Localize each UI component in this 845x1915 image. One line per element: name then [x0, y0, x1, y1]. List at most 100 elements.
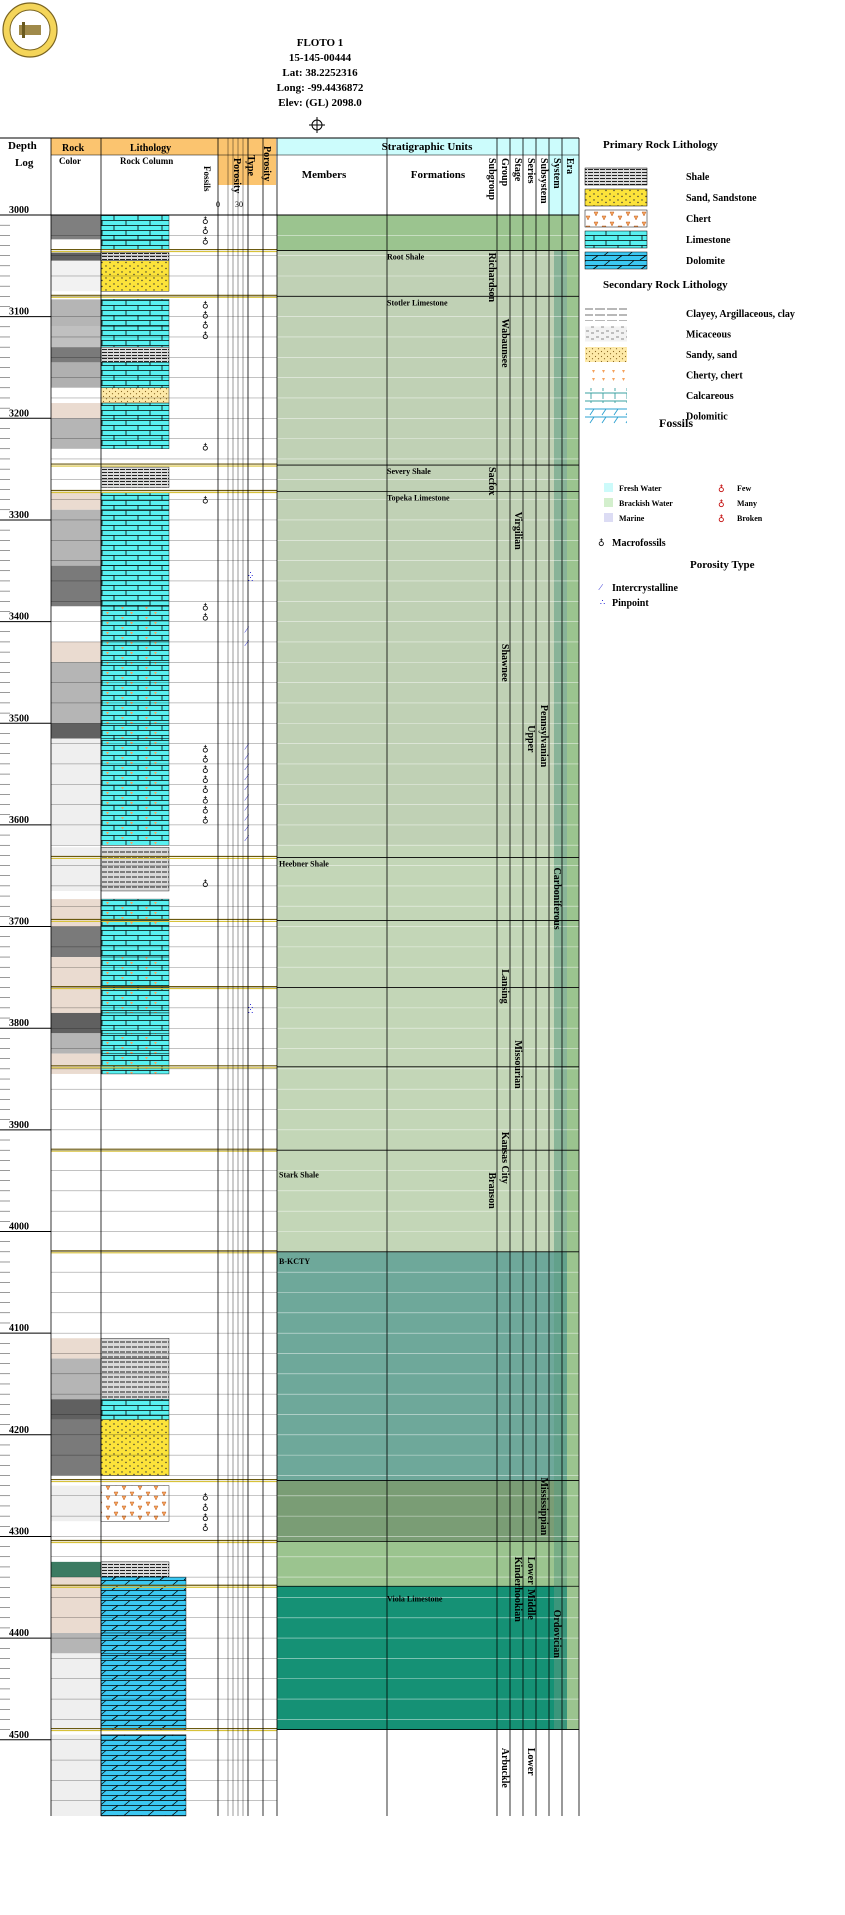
macrofossil-icon: ♁: [202, 330, 209, 340]
rock-color-cell: [51, 847, 101, 891]
depth-header: Depth: [8, 140, 37, 152]
lithology-cell: [100, 641, 170, 663]
macrofossil-icon: ♁: [202, 1512, 209, 1522]
rock-color-cell: [51, 1338, 101, 1359]
porosity-header: Porosity: [231, 158, 242, 193]
well-long: Long: -99.4436872: [276, 82, 364, 94]
rock-color-cell: [51, 662, 101, 724]
rock-color-cell: [51, 467, 101, 488]
well-elev: Elev: (GL) 2098.0: [278, 97, 362, 109]
legend-secondary-title: Secondary Rock Lithology: [603, 279, 728, 291]
porosity-symbols: ∴∴∴∴∕∕∕∕∕∕∕∕∕∕∕∕: [244, 570, 253, 1016]
macrofossil-icon: ♁: [202, 235, 209, 245]
depth-label: 3700: [9, 917, 29, 928]
lithology-cell: [100, 346, 170, 363]
strat-band: [277, 1251, 579, 1481]
vertical-unit-label: Pennsylvanian: [538, 705, 549, 768]
fossil-abundance-icon: ♁: [718, 498, 725, 508]
intercrystalline-porosity-icon: ∕: [244, 792, 250, 802]
legend-macro-label: Macrofossils: [612, 538, 666, 549]
rock-color-cell: [51, 1734, 101, 1816]
legend-label: Micaceous: [686, 330, 731, 341]
lithology-cell: [100, 723, 170, 739]
depth-label: 3800: [9, 1018, 29, 1029]
legend-porosity-label: Pinpoint: [612, 598, 649, 609]
depth-labels: 3000 3100 3200 3300 3400 3500 3600 3700 3800 3900…: [9, 205, 29, 1741]
formation-markers: [51, 248, 579, 1732]
rock-color-cell: [51, 1399, 101, 1420]
lithology-cell: [100, 1734, 187, 1817]
vertical-unit-label: Middle: [525, 1589, 536, 1620]
vertical-unit-label: Branson: [486, 1173, 497, 1210]
lithology-cell: [100, 1419, 170, 1476]
depth-label: 4100: [9, 1323, 29, 1334]
macrofossil-icon: ♁: [202, 320, 209, 330]
lithology-cell: [100, 402, 170, 419]
rock-color-cell: [51, 1053, 101, 1074]
lithology-cell: [100, 1576, 187, 1634]
formation-label: Root Shale: [387, 253, 425, 262]
rock-color-cell: [51, 362, 101, 388]
legend-swatch-clayey: [585, 306, 627, 321]
legend-porosity-label: Intercrystalline: [612, 583, 678, 594]
depth-label: 3100: [9, 307, 29, 318]
vertical-unit-label: Sacfox: [486, 467, 497, 495]
lithology-cell: [100, 492, 170, 510]
lithology-cell: [100, 1399, 170, 1420]
legend-porosity-title: Porosity Type: [690, 559, 755, 571]
survey-logo: [2, 2, 58, 58]
rock-color-cell: [51, 957, 101, 988]
rock-color-cell: [51, 347, 101, 363]
macrofossil-icon: ♁: [202, 215, 209, 225]
legend-swatch-cherty: [585, 367, 627, 383]
porosity2-header: Porosity: [261, 146, 272, 181]
fossil-env-label: Brackish Water: [619, 499, 673, 508]
formations-header: Formations: [411, 169, 466, 181]
rock-color-cell: [51, 899, 101, 927]
lithology-cell: [100, 362, 170, 389]
legend-primary-title: Primary Rock Lithology: [603, 139, 718, 151]
depth-label: 4400: [9, 1628, 29, 1639]
strat-system-header-band: [548, 155, 579, 215]
lithology-cell: [100, 738, 170, 846]
vertical-unit-label: Carboniferous: [551, 868, 562, 930]
fossil-env-swatch: [604, 483, 613, 492]
lithology-cell: [100, 239, 170, 250]
rock-header: Rock: [62, 143, 85, 154]
porosity-header-band: [218, 138, 276, 185]
strat-bands: [277, 215, 579, 1730]
fossil-abundance-label: Broken: [737, 514, 763, 523]
legend-fossils-title: Fossils: [659, 416, 693, 430]
vertical-unit-label: Virgilian: [512, 512, 523, 550]
intercrystalline-porosity-icon: ∕: [244, 752, 250, 762]
macrofossil-icon: ♁: [202, 310, 209, 320]
rock-color-cell: [51, 299, 101, 327]
macrofossil-icon: ♁: [202, 1502, 209, 1512]
type-header: Type: [245, 155, 256, 176]
macrofossil-icon: ♁: [202, 225, 209, 235]
fossil-abundance-label: Few: [737, 484, 751, 493]
macrofossil-legend-icon: ♁: [598, 537, 605, 547]
rock-color-cell: [51, 1419, 101, 1476]
log-header: Log: [15, 157, 34, 169]
legend-label: Clayey, Argillaceous, clay: [686, 309, 795, 320]
lithology-cell: [100, 252, 170, 261]
lithology-cell: [100, 387, 170, 404]
rock-color-cell: [51, 1653, 101, 1730]
fossils-header: Fossils: [202, 166, 212, 192]
rock-color-cell: [51, 215, 101, 240]
macrofossil-icon: ♁: [202, 1522, 209, 1532]
depth-label: 4200: [9, 1425, 29, 1436]
pinpoint-porosity-icon: ∴: [248, 1002, 253, 1011]
legend-label: Sandy, sand: [686, 350, 738, 361]
lithology-cell: [100, 987, 170, 1014]
lithology-cell: [100, 1653, 187, 1730]
legend-label: Shale: [686, 172, 710, 183]
rock-color-cell: [51, 509, 101, 566]
legend-label: Dolomitic: [686, 412, 728, 423]
depth-label: 3300: [9, 510, 29, 521]
vertical-header: Subsystem: [538, 158, 549, 204]
vertical-header: Era: [564, 158, 575, 174]
rock-color-cell: [51, 565, 101, 607]
lithology-cell: [100, 1358, 170, 1400]
